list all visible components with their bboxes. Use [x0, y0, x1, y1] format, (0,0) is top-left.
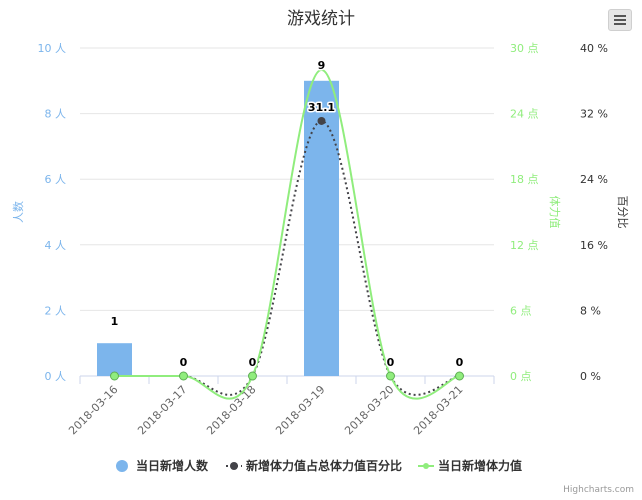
middle-axis-tick-label: 0 点	[510, 370, 532, 383]
x-axis-tick-label: 2018-03-17	[135, 383, 189, 437]
x-axis-tick-label: 2018-03-20	[342, 383, 396, 437]
hamburger-menu-icon-line	[614, 23, 626, 25]
percent-series-line	[114, 119, 460, 396]
left-axis-tick-label: 4 人	[45, 239, 67, 252]
column-bar	[304, 80, 339, 377]
left-axis-tick-label: 6 人	[45, 173, 67, 186]
chart-menu-button[interactable]	[608, 9, 632, 31]
right-axis-tick-label: 0 %	[580, 370, 601, 383]
left-axis-tick-label: 8 人	[45, 108, 67, 121]
middle-axis-title: 体力值	[548, 196, 562, 229]
left-axis-tick-label: 10 人	[38, 42, 67, 55]
legend-symbol	[116, 460, 128, 472]
middle-axis-tick-label: 6 点	[510, 304, 532, 317]
middle-axis-tick-label: 30 点	[510, 42, 539, 55]
chart-title: 游戏统计	[287, 9, 355, 29]
stamina-series-point	[386, 371, 395, 381]
right-axis-tick-label: 8 %	[580, 304, 601, 317]
left-axis-tick-label: 0 人	[45, 370, 67, 383]
column-data-label: 1	[111, 315, 119, 328]
middle-axis-tick-label: 12 点	[510, 239, 539, 252]
column-bar	[97, 343, 132, 376]
x-axis-tick-label: 2018-03-16	[66, 383, 120, 437]
middle-axis-tick-label: 24 点	[510, 108, 539, 121]
right-axis-tick-label: 40 %	[580, 42, 608, 55]
column-data-label: 9	[318, 59, 326, 72]
credits[interactable]: Highcharts.com	[563, 485, 634, 495]
left-axis-title: 人数	[12, 201, 25, 223]
right-axis-tick-label: 16 %	[580, 239, 608, 252]
stamina-series-point	[455, 371, 464, 381]
legend-item-label[interactable]: 新增体力值占总体力值百分比	[246, 458, 402, 473]
percent-series-point	[317, 116, 326, 125]
stamina-series-point	[110, 371, 119, 381]
legend-symbol-marker	[423, 463, 429, 469]
hamburger-menu-icon	[614, 15, 626, 17]
x-axis-tick-label: 2018-03-19	[273, 383, 327, 437]
column-data-label: 0	[180, 356, 188, 369]
column-data-label: 0	[456, 356, 464, 369]
percent-data-label: 31.1	[308, 101, 335, 114]
hamburger-menu-icon-line	[614, 19, 626, 21]
right-axis-tick-label: 24 %	[580, 173, 608, 186]
stamina-series-point	[179, 371, 188, 381]
right-axis-title: 百分比	[616, 196, 629, 229]
legend-item-label[interactable]: 当日新增人数	[136, 458, 209, 473]
stamina-series-point	[248, 371, 257, 381]
right-axis-tick-label: 32 %	[580, 108, 608, 121]
column-data-label: 0	[387, 356, 395, 369]
left-axis-tick-label: 2 人	[45, 304, 67, 317]
column-data-label: 0	[249, 356, 257, 369]
middle-axis-tick-label: 18 点	[510, 173, 539, 186]
legend-item-label[interactable]: 当日新增体力值	[438, 458, 522, 473]
x-axis-tick-label: 2018-03-21	[411, 383, 465, 437]
legend-symbol-marker	[230, 462, 238, 470]
